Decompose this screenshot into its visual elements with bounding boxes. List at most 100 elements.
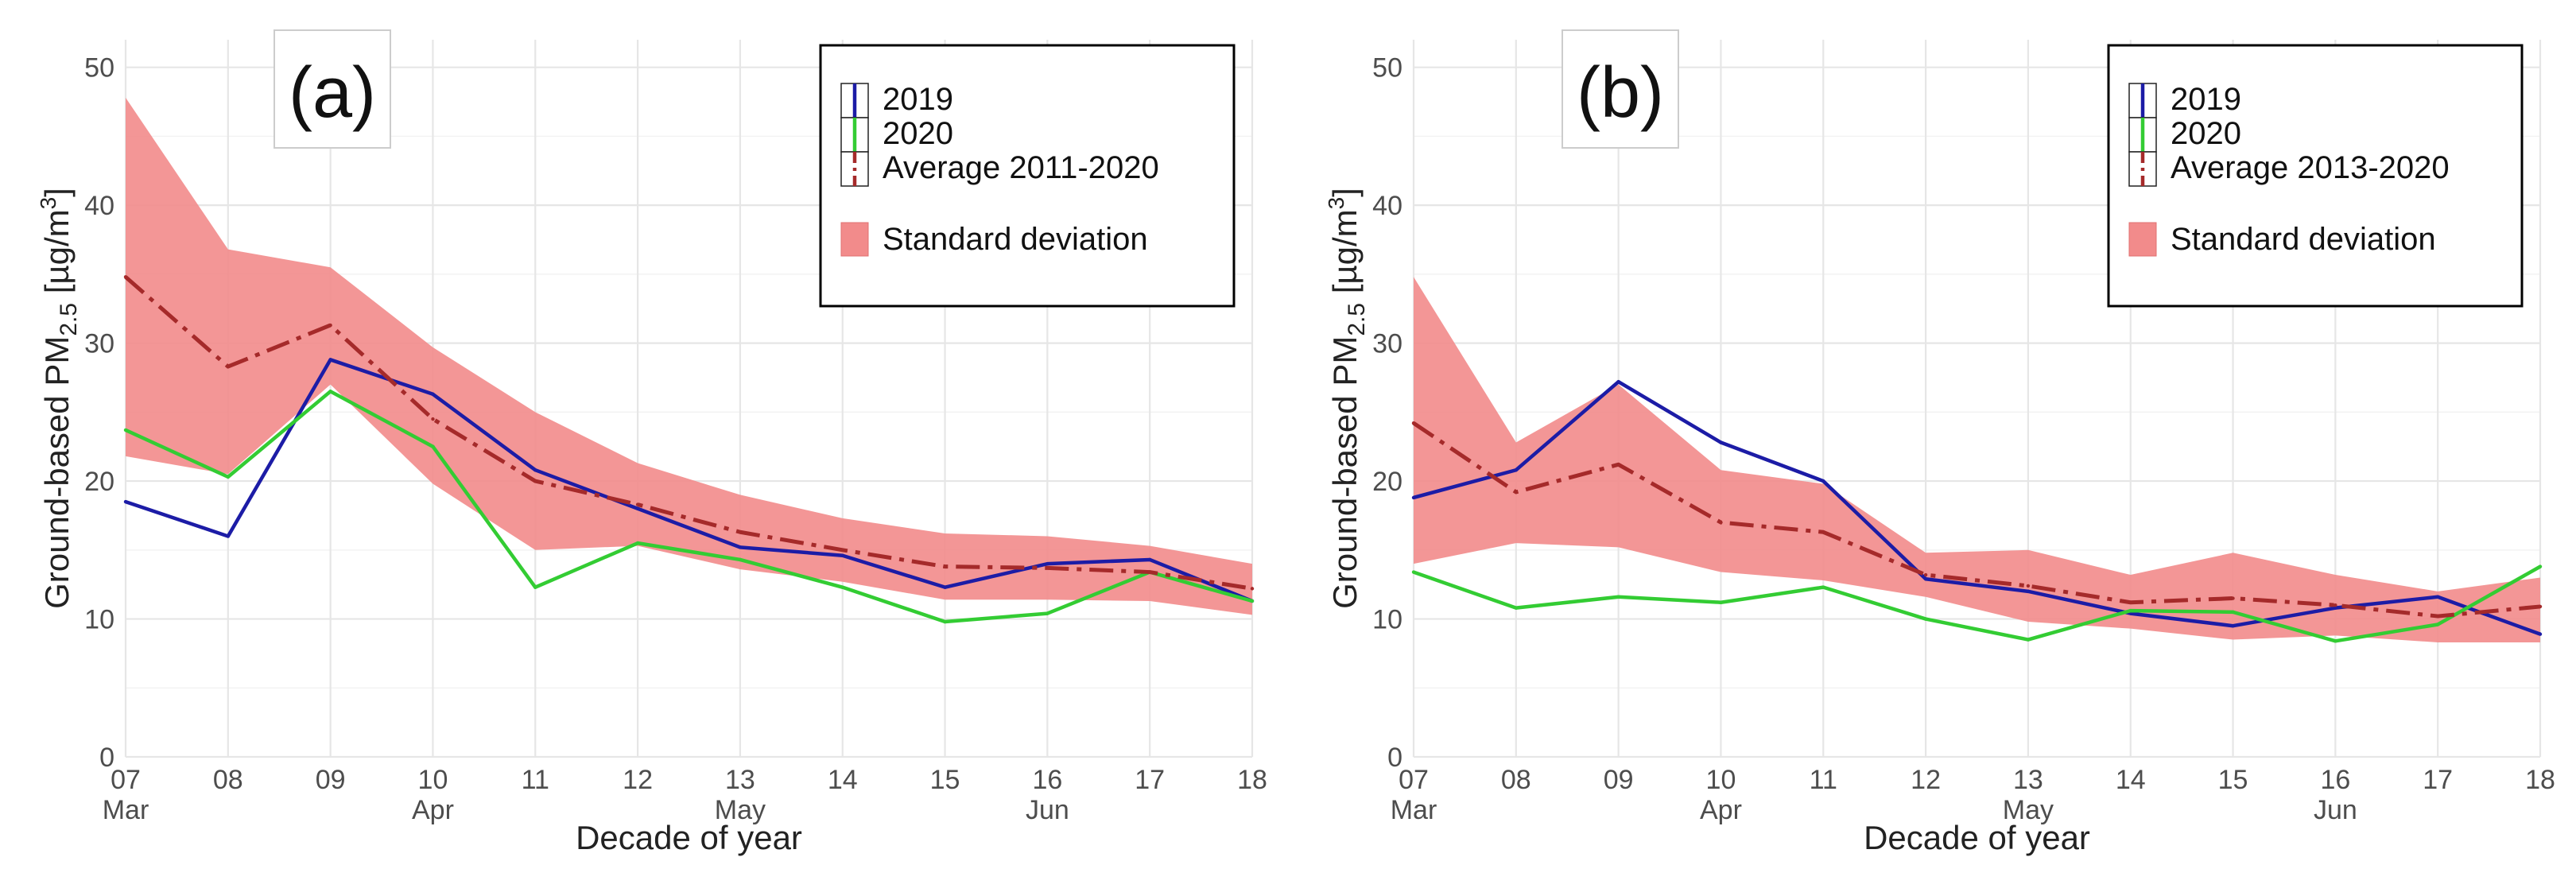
y-tick-label: 0 [99,743,114,773]
panel-label-a: (a) [274,29,391,149]
x-tick-label: 13 [725,765,755,795]
legend-label: 2020 [2171,116,2241,151]
legend-box [2107,44,2524,308]
data-point [123,428,128,432]
y-tick-label: 10 [1372,605,1402,635]
data-point [1616,595,1620,599]
x-tick-label: 15 [930,765,960,795]
data-point [2538,604,2543,609]
y-tick-label: 40 [1372,191,1402,221]
data-point [1046,566,1049,570]
data-point [1719,520,1723,525]
x-tick-label: 18 [1237,765,1267,795]
legend-label: Average 2011-2020 [883,150,1159,185]
x-tick-label: 11 [522,765,549,795]
month-label: Apr [412,795,454,825]
data-point [943,585,947,589]
data-point [1923,572,1928,577]
y-axis-title-main: Ground-based PM [38,336,76,609]
std-deviation-band [1414,277,2540,643]
month-label: Apr [1700,795,1742,825]
x-tick-label: 17 [2423,765,2453,795]
y-tick-label: 20 [1372,467,1402,497]
data-point [1046,561,1049,566]
y-axis-title-close: ] [38,188,76,197]
x-tick-label: 12 [1911,765,1941,795]
legend-key [2128,83,2157,118]
x-tick-label: 15 [2218,765,2248,795]
x-tick-label: 10 [418,765,448,795]
x-tick-label: 07 [1399,765,1429,795]
panel-label-box [1562,29,1679,149]
chart-panel-a: 0 10 20 30 40 50 07 08 09 10 11 12 13 14 15 16 17 18 Mar Ap… [36,29,1267,856]
data-point [431,392,435,396]
y-tick-label: 50 [1372,53,1402,83]
x-tick-label: 14 [828,765,858,795]
legend-band-swatch [840,222,869,257]
data-point [738,557,743,562]
data-point [1719,600,1723,604]
x-tick-label: 16 [1032,765,1062,795]
x-axis-title: Decade of year [576,819,802,856]
data-point [431,417,435,421]
legend-band-label: Standard deviation [883,222,1148,257]
y-axis-title-sup: 3 [1324,197,1348,210]
data-point [1719,440,1723,444]
legend-key [2128,117,2157,153]
data-point [1147,570,1152,574]
data-point [1250,599,1255,603]
series-line-2019 [125,358,1253,603]
y-axis-title-unit: [µg/m [38,209,76,303]
data-point [1411,421,1416,425]
data-point [533,585,537,589]
data-point [431,444,435,448]
x-tick-label: 11 [1810,765,1837,795]
data-point [2231,596,2235,600]
data-point [2231,610,2235,615]
data-point [1411,495,1416,500]
y-axis-title-sub: 2.5 [1344,303,1370,336]
month-label: Jun [2314,795,2357,825]
legend-band-label: Standard deviation [2171,222,2436,257]
data-point [2435,595,2440,599]
data-point [533,468,537,472]
y-tick-label: 0 [1387,743,1402,773]
data-point [1923,577,1928,581]
data-point [840,585,844,589]
legend-key [840,83,869,118]
data-point [635,541,640,545]
data-point [1147,557,1152,562]
series-line-2020 [125,390,1253,624]
data-point [1923,617,1928,621]
data-point [840,553,844,557]
data-point [226,534,231,538]
data-point [635,502,640,506]
series-line-2020 [1413,564,2542,643]
y-tick-label: 40 [84,191,114,221]
y-axis-title-unit: [µg/m [1326,209,1364,303]
y-tick-label: 30 [1372,329,1402,359]
panel-label-text: (a) [289,53,376,133]
data-point [226,364,231,369]
x-tick-label: 13 [2013,765,2043,795]
data-point [328,358,332,362]
data-point [2128,600,2132,604]
x-tick-label: 16 [2320,765,2350,795]
data-point [1514,490,1519,495]
data-point [1046,611,1049,615]
legend-label: Average 2013-2020 [2171,150,2450,185]
chart-b-svg: 0 10 20 30 40 50 07 08 09 10 11 12 13 14 15 16 17 18 Mar Ap… [1324,29,2555,856]
x-tick-label: 07 [111,765,141,795]
data-point [2231,624,2235,628]
data-point [635,506,640,510]
month-label: Mar [103,795,149,825]
data-point [1411,570,1416,574]
legend-label: 2019 [2171,82,2241,117]
data-point [1616,379,1620,384]
x-tick-label: 09 [316,765,346,795]
legend-label: 2020 [883,116,953,151]
legend-key [2128,151,2157,187]
chart-a-svg: 0 10 20 30 40 50 07 08 09 10 11 12 13 14 15 16 17 18 Mar Ap… [36,29,1267,856]
